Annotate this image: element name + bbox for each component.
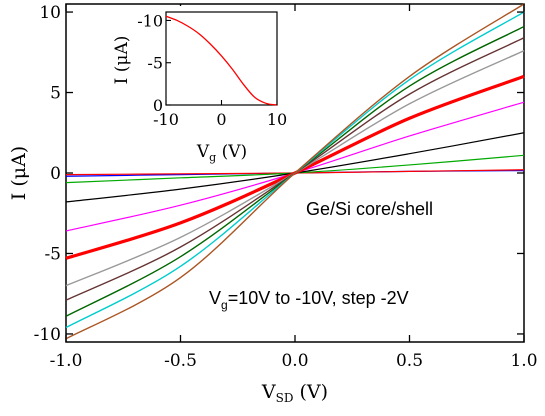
- main-y-tick-label-0: -10: [34, 325, 61, 345]
- inset-y-tick-label-1: -5: [147, 54, 163, 73]
- inset-x-axis-label: Vg (V): [196, 142, 247, 164]
- main-ticks-group: -1.0 -0.5 0.0 0.5 1.0 -10 -5 0 5 10: [34, 3, 538, 371]
- inset-series-group: [165, 15, 278, 106]
- inset-x-tick-label-1: 0: [216, 110, 226, 129]
- main-x-tick-label-3: 0.5: [396, 351, 423, 371]
- inset-x-tick-label-0: -10: [153, 110, 179, 129]
- material-annotation: Ge/Si core/shell: [306, 199, 433, 219]
- main-x-tick-label-2: 0.0: [281, 351, 308, 371]
- main-x-axis-label: VSD (V): [261, 381, 328, 405]
- inset-y-tick-label-0: -10: [137, 11, 163, 30]
- main-y-tick-label-4: 10: [39, 3, 61, 23]
- main-series-group: [65, 3, 525, 340]
- main-y-tick-label-1: -5: [44, 244, 61, 264]
- inset-y-tick-label-2: 0: [153, 96, 163, 115]
- main-series-line-10: [65, 3, 525, 340]
- inset-background: [100, 6, 282, 166]
- inset-x-tick-label-2: 10: [267, 110, 287, 129]
- inset-y-axis-label: I (μA): [112, 36, 132, 85]
- inset-ticks-group: -10 0 10-10-50: [137, 11, 287, 129]
- inset-series-line-0: [165, 15, 278, 106]
- main-y-tick-label-2: 0: [50, 164, 61, 184]
- main-x-tick-label-1: -0.5: [164, 351, 197, 371]
- main-x-tick-label-0: -1.0: [50, 351, 83, 371]
- main-x-tick-label-4: 1.0: [510, 351, 537, 371]
- main-y-tick-label-3: 5: [50, 84, 61, 104]
- sweep-annotation: Vg=10V to -10V, step -2V: [209, 288, 409, 312]
- main-y-axis-label: I (μA): [8, 146, 30, 200]
